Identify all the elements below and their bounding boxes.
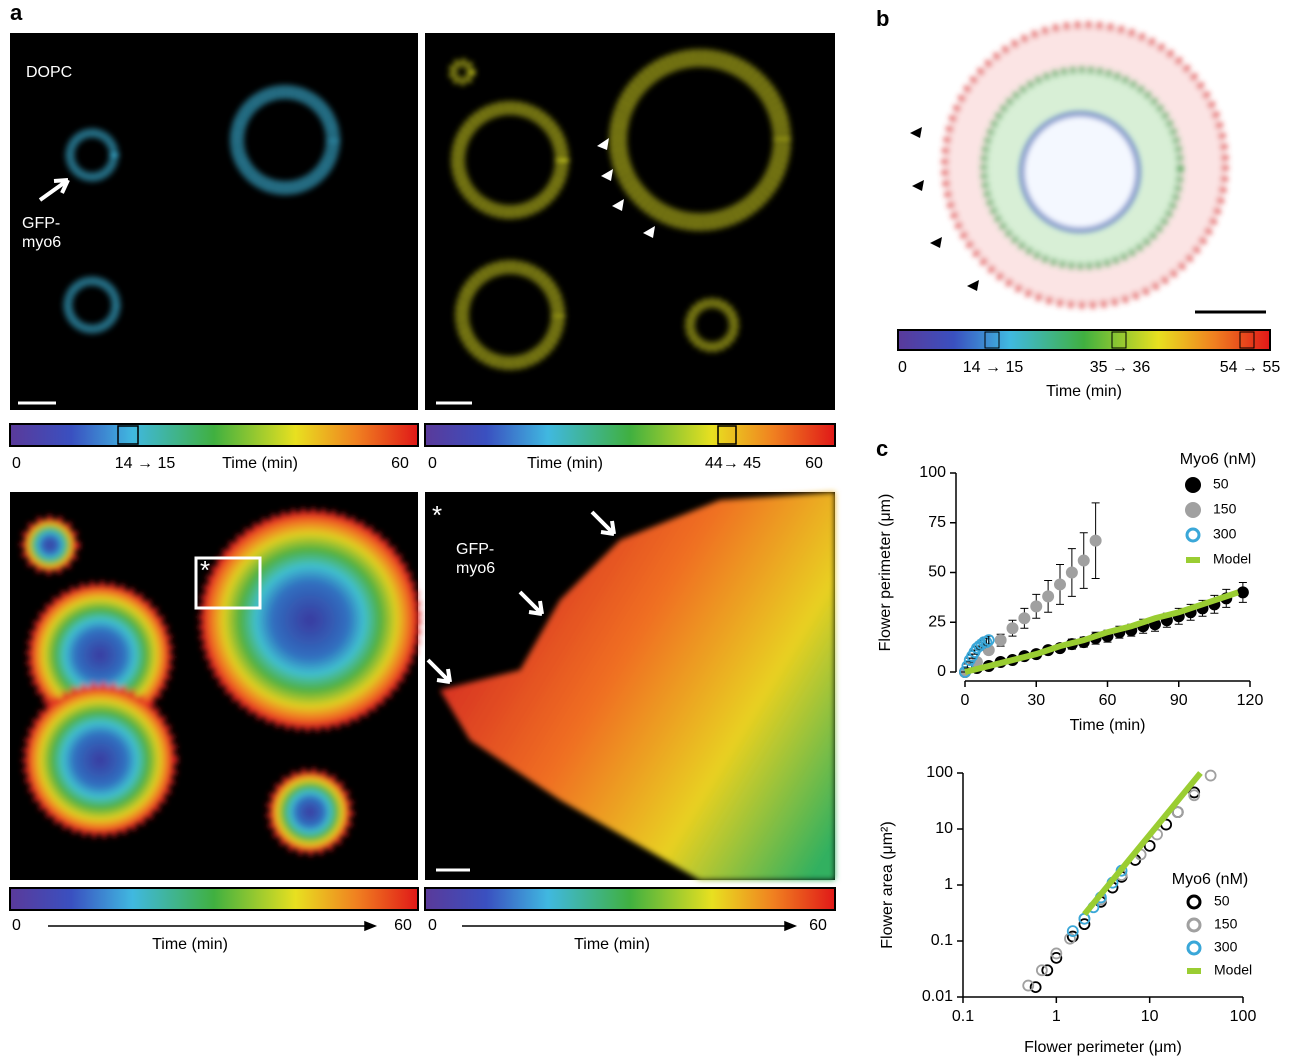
legend-title: Myo6 (nM) bbox=[1180, 451, 1256, 468]
legend-label: 300 bbox=[1213, 526, 1237, 542]
y-axis-label: Flower perimeter (μm) bbox=[877, 494, 894, 652]
y-tick-label: 100 bbox=[919, 464, 946, 481]
x-tick-label: 120 bbox=[1237, 692, 1264, 709]
legend-swatch bbox=[1185, 502, 1201, 518]
data-point bbox=[1206, 771, 1216, 781]
colorbar-title: Time (min) bbox=[222, 455, 298, 472]
panel-label: b bbox=[876, 6, 889, 31]
data-point bbox=[1043, 591, 1054, 602]
legend-label: 150 bbox=[1213, 501, 1237, 517]
y-tick-label: 25 bbox=[928, 613, 946, 630]
x-tick-label: 60 bbox=[1099, 692, 1117, 709]
data-point bbox=[1055, 579, 1066, 590]
y-axis-label: Flower area (μm²) bbox=[879, 821, 896, 948]
panel-label: c bbox=[876, 436, 888, 461]
legend-swatch bbox=[1188, 919, 1200, 931]
data-point bbox=[1019, 613, 1030, 624]
annotation: GFP- bbox=[456, 541, 494, 558]
legend-swatch bbox=[1188, 942, 1200, 954]
y-tick-label: 1 bbox=[944, 876, 953, 893]
legend-swatch bbox=[1187, 968, 1201, 974]
legend-swatch bbox=[1185, 477, 1201, 493]
colorbar-title: Time (min) bbox=[574, 936, 650, 953]
y-tick-label: 0 bbox=[937, 663, 946, 680]
y-tick-label: 0.1 bbox=[931, 932, 953, 949]
x-tick-label: 10 bbox=[1141, 1008, 1159, 1025]
legend-swatch bbox=[1186, 557, 1200, 563]
colorbar-label: 60 bbox=[809, 917, 827, 934]
colorbar: 0 Time (min) 44→ 45 60 bbox=[425, 424, 835, 472]
colorbar: 0 Time (min) 60 bbox=[10, 888, 418, 953]
legend-swatch bbox=[1187, 529, 1199, 541]
colorbar-label: 0 bbox=[428, 455, 437, 472]
y-tick-label: 75 bbox=[928, 514, 946, 531]
panel-label: a bbox=[10, 0, 23, 25]
y-tick-label: 0.01 bbox=[922, 988, 953, 1005]
colorbar-title: Time (min) bbox=[1046, 383, 1122, 400]
legend-label: 150 bbox=[1214, 916, 1238, 932]
colorbar-label: 54 → 55 bbox=[1220, 359, 1281, 376]
annotation: * bbox=[200, 555, 210, 585]
colorbar-title: Time (min) bbox=[152, 936, 228, 953]
annotation: GFP- bbox=[22, 215, 60, 232]
x-tick-label: 0 bbox=[961, 692, 970, 709]
data-point bbox=[1066, 567, 1077, 578]
micrograph: * bbox=[10, 492, 418, 880]
data-point bbox=[1031, 601, 1042, 612]
colorbar-label: 14 → 15 bbox=[115, 455, 176, 472]
x-tick-label: 100 bbox=[1230, 1008, 1257, 1025]
y-tick-label: 50 bbox=[928, 564, 946, 581]
data-point bbox=[1090, 535, 1101, 546]
x-axis-label: Time (min) bbox=[1070, 717, 1146, 734]
colorbar-title: Time (min) bbox=[527, 455, 603, 472]
x-tick-label: 90 bbox=[1170, 692, 1188, 709]
colorbar: 0 Time (min) 60 bbox=[425, 888, 835, 953]
figure: a b c DOPC GFP- myo6 * * GFP- myo6 0 14 … bbox=[0, 0, 1298, 1059]
annotation: myo6 bbox=[456, 560, 495, 577]
data-point bbox=[1237, 587, 1248, 598]
colorbar-label: 60 bbox=[805, 455, 823, 472]
legend-label: 300 bbox=[1214, 939, 1238, 955]
y-tick-label: 10 bbox=[935, 820, 953, 837]
legend-label: 50 bbox=[1214, 893, 1230, 909]
micrograph: DOPC GFP- myo6 bbox=[10, 33, 418, 410]
annotation: myo6 bbox=[22, 234, 61, 251]
x-axis-label: Flower perimeter (μm) bbox=[1024, 1039, 1182, 1056]
colorbar: 0 14 → 15 Time (min) 60 bbox=[10, 424, 418, 472]
colorbar-label: 60 bbox=[391, 455, 409, 472]
colorbar-label: 35 → 36 bbox=[1090, 359, 1151, 376]
data-point bbox=[995, 635, 1006, 646]
model-line bbox=[1084, 773, 1200, 914]
legend-label: Model bbox=[1213, 551, 1251, 567]
annotation: * bbox=[432, 500, 442, 530]
micrograph bbox=[910, 25, 1266, 312]
legend-title: Myo6 (nM) bbox=[1172, 871, 1248, 888]
colorbar-label: 0 bbox=[12, 917, 21, 934]
colorbar: 0 14 → 15 35 → 36 54 → 55 Time (min) bbox=[898, 330, 1280, 400]
model-line bbox=[965, 592, 1238, 672]
x-tick-label: 30 bbox=[1027, 692, 1045, 709]
colorbar-label: 0 bbox=[428, 917, 437, 934]
x-tick-label: 0.1 bbox=[952, 1008, 974, 1025]
micrograph: * GFP- myo6 bbox=[425, 492, 835, 880]
colorbar-label: 60 bbox=[394, 917, 412, 934]
legend-label: 50 bbox=[1213, 476, 1229, 492]
colorbar-label: 14 → 15 bbox=[963, 359, 1024, 376]
legend-swatch bbox=[1188, 896, 1200, 908]
colorbar-label: 44→ 45 bbox=[705, 455, 761, 472]
data-point bbox=[1078, 555, 1089, 566]
colorbar-label: 0 bbox=[898, 359, 907, 376]
page: a b c DOPC GFP- myo6 * * GFP- myo6 0 14 … bbox=[0, 0, 1298, 1064]
x-tick-label: 1 bbox=[1052, 1008, 1061, 1025]
y-tick-label: 100 bbox=[926, 764, 953, 781]
colorbar-label: 0 bbox=[12, 455, 21, 472]
micrograph bbox=[425, 33, 835, 410]
data-point bbox=[1007, 623, 1018, 634]
legend-label: Model bbox=[1214, 962, 1252, 978]
annotation: DOPC bbox=[26, 64, 72, 81]
